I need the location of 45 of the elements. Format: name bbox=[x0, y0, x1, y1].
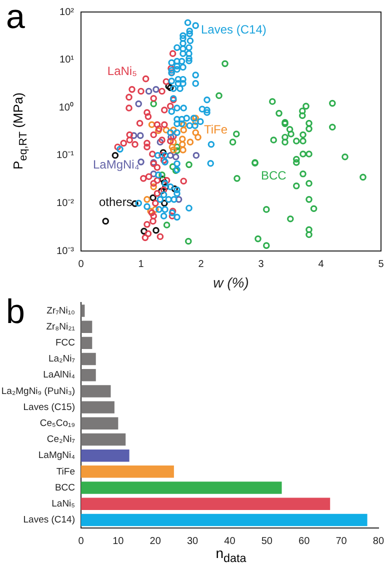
x-tick-label: 5 bbox=[378, 258, 384, 270]
y-tick-label: Ce₂Ni₇ bbox=[46, 434, 75, 446]
x-tick-label: 80 bbox=[372, 536, 384, 547]
x-tick-label: 4 bbox=[318, 258, 324, 270]
y-tick-label: 10⁻² bbox=[56, 198, 75, 209]
x-tick-label: 20 bbox=[150, 536, 162, 547]
x-axis-title: n$_{data}$ bbox=[216, 545, 246, 565]
y-tick-label: Laves (C15) bbox=[23, 402, 75, 413]
y-tick-label: BCC bbox=[54, 482, 76, 494]
series-label: LaMgNi₄ bbox=[93, 158, 140, 172]
x-tick-label: 30 bbox=[186, 536, 199, 547]
x-tick-label: 0 bbox=[78, 258, 84, 270]
x-tick-label: 1 bbox=[138, 258, 144, 270]
y-tick-label: La₂MgNi₉ (PuNi₃) bbox=[1, 386, 75, 397]
series-label: LaNi₅ bbox=[107, 64, 138, 78]
y-tick-label: LaNi₅ bbox=[52, 498, 76, 510]
series-label: others bbox=[99, 195, 132, 210]
y-tick-label: Zr₈Ni₂₁ bbox=[46, 321, 75, 332]
text: b bbox=[6, 293, 25, 331]
x-tick-label: 40 bbox=[224, 536, 236, 547]
x-tick-label: 3 bbox=[258, 258, 264, 270]
y-tick-label: Laves (C14) bbox=[23, 514, 75, 526]
y-tick-label: 10¹ bbox=[60, 54, 75, 66]
x-tick-label: 70 bbox=[336, 536, 348, 547]
series-label: TiFe bbox=[204, 122, 228, 136]
x-axis-title: w (%) bbox=[213, 274, 249, 290]
y-tick-label: La₂Ni₇ bbox=[48, 354, 75, 365]
x-tick-label: 0 bbox=[78, 536, 84, 547]
x-tick-label: 60 bbox=[298, 536, 310, 547]
y-tick-label: Ce₅Co₁₉ bbox=[40, 418, 76, 430]
y-tick-label: LaMgNi₄ bbox=[38, 450, 76, 462]
y-tick-label: 10⁰ bbox=[58, 101, 74, 114]
y-tick-label: 10⁻¹ bbox=[56, 150, 75, 162]
y-tick-label: FCC bbox=[55, 338, 76, 349]
y-tick-label: Zr₇Ni₁₀ bbox=[46, 305, 76, 316]
x-tick-label: 2 bbox=[198, 258, 204, 270]
series-label: BCC bbox=[261, 168, 287, 182]
y-tick-label: 10² bbox=[60, 6, 75, 18]
x-tick-label: 50 bbox=[261, 536, 273, 547]
y-tick-label: 10⁻³ bbox=[56, 246, 75, 257]
x-tick-label: 10 bbox=[112, 536, 124, 547]
y-tick-label: LaAlNi₄ bbox=[43, 370, 76, 381]
series-label: Laves (C14) bbox=[201, 22, 266, 36]
y-tick-label: TiFe bbox=[56, 466, 75, 478]
text: a bbox=[6, 0, 25, 36]
